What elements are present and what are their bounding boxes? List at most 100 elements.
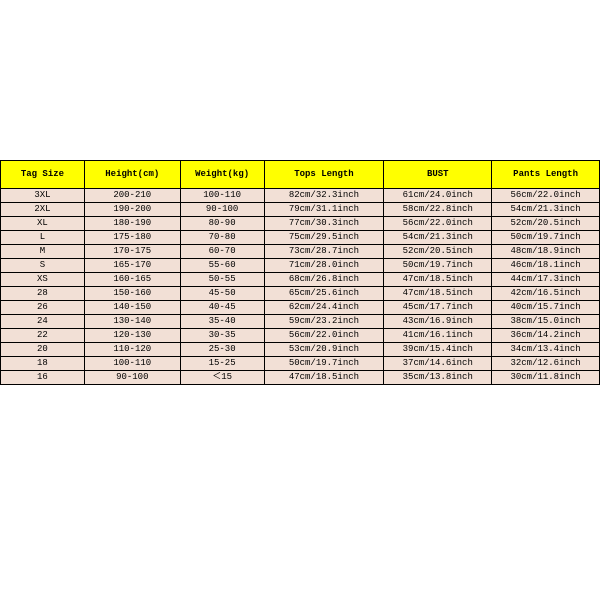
table-cell: 55-60 bbox=[180, 259, 264, 273]
table-cell: 52cm/20.5inch bbox=[384, 245, 492, 259]
table-cell: 20 bbox=[1, 343, 85, 357]
table-cell: 39cm/15.4inch bbox=[384, 343, 492, 357]
table-cell: 24 bbox=[1, 315, 85, 329]
table-cell: 26 bbox=[1, 301, 85, 315]
table-cell: 48cm/18.9inch bbox=[492, 245, 600, 259]
table-cell: 140-150 bbox=[84, 301, 180, 315]
table-cell: 16 bbox=[1, 371, 85, 385]
table-row: XL180-19080-9077cm/30.3inch56cm/22.0inch… bbox=[1, 217, 600, 231]
table-cell: 62cm/24.4inch bbox=[264, 301, 384, 315]
table-cell: 110-120 bbox=[84, 343, 180, 357]
table-cell: 40cm/15.7inch bbox=[492, 301, 600, 315]
table-cell: 36cm/14.2inch bbox=[492, 329, 600, 343]
table-cell: 56cm/22.0inch bbox=[264, 329, 384, 343]
col-header: Pants Length bbox=[492, 161, 600, 189]
table-cell: 180-190 bbox=[84, 217, 180, 231]
table-cell: 58cm/22.8inch bbox=[384, 203, 492, 217]
table-cell: 30-35 bbox=[180, 329, 264, 343]
table-cell: 54cm/21.3inch bbox=[492, 203, 600, 217]
table-cell: 70-80 bbox=[180, 231, 264, 245]
col-header: Weight(kg) bbox=[180, 161, 264, 189]
table-cell: 46cm/18.1inch bbox=[492, 259, 600, 273]
table-cell: 130-140 bbox=[84, 315, 180, 329]
table-cell: 35cm/13.8inch bbox=[384, 371, 492, 385]
table-cell: 43cm/16.9inch bbox=[384, 315, 492, 329]
table-cell: 73cm/28.7inch bbox=[264, 245, 384, 259]
table-cell: 90-100 bbox=[84, 371, 180, 385]
table-cell: 54cm/21.3inch bbox=[384, 231, 492, 245]
table-cell: 18 bbox=[1, 357, 85, 371]
table-cell: 160-165 bbox=[84, 273, 180, 287]
table-cell: 150-160 bbox=[84, 287, 180, 301]
table-cell: 68cm/26.8inch bbox=[264, 273, 384, 287]
table-cell: 61cm/24.0inch bbox=[384, 189, 492, 203]
table-cell: 120-130 bbox=[84, 329, 180, 343]
table-cell: 50cm/19.7inch bbox=[264, 357, 384, 371]
table-cell: 50cm/19.7inch bbox=[384, 259, 492, 273]
table-cell: 82cm/32.3inch bbox=[264, 189, 384, 203]
table-cell: S bbox=[1, 259, 85, 273]
table-cell: 50cm/19.7inch bbox=[492, 231, 600, 245]
table-cell: 15-25 bbox=[180, 357, 264, 371]
table-cell: 38cm/15.0inch bbox=[492, 315, 600, 329]
table-cell: 71cm/28.0inch bbox=[264, 259, 384, 273]
table-cell: 200-210 bbox=[84, 189, 180, 203]
table-cell: L bbox=[1, 231, 85, 245]
table-row: 26140-15040-4562cm/24.4inch45cm/17.7inch… bbox=[1, 301, 600, 315]
table-cell: 165-170 bbox=[84, 259, 180, 273]
table-row: M170-17560-7073cm/28.7inch52cm/20.5inch4… bbox=[1, 245, 600, 259]
table-cell: 79cm/31.1inch bbox=[264, 203, 384, 217]
table-cell: 41cm/16.1inch bbox=[384, 329, 492, 343]
table-cell: 47cm/18.5inch bbox=[384, 287, 492, 301]
table-cell: 175-180 bbox=[84, 231, 180, 245]
table-cell: 37cm/14.6inch bbox=[384, 357, 492, 371]
table-cell: 25-30 bbox=[180, 343, 264, 357]
table-cell: 100-110 bbox=[84, 357, 180, 371]
table-cell: 30cm/11.8inch bbox=[492, 371, 600, 385]
table-row: XS160-16550-5568cm/26.8inch47cm/18.5inch… bbox=[1, 273, 600, 287]
table-cell: 77cm/30.3inch bbox=[264, 217, 384, 231]
table-cell: 3XL bbox=[1, 189, 85, 203]
table-cell: XL bbox=[1, 217, 85, 231]
table-cell: 50-55 bbox=[180, 273, 264, 287]
table-cell: 80-90 bbox=[180, 217, 264, 231]
table-cell: 59cm/23.2inch bbox=[264, 315, 384, 329]
table-cell: 75cm/29.5inch bbox=[264, 231, 384, 245]
size-chart: Tag SizeHeight(cm)Weight(kg)Tops LengthB… bbox=[0, 160, 600, 385]
table-cell: 47cm/18.5inch bbox=[384, 273, 492, 287]
table-cell: 47cm/18.5inch bbox=[264, 371, 384, 385]
col-header: Height(cm) bbox=[84, 161, 180, 189]
table-cell: 90-100 bbox=[180, 203, 264, 217]
table-cell: 2XL bbox=[1, 203, 85, 217]
table-cell: 170-175 bbox=[84, 245, 180, 259]
col-header: BUST bbox=[384, 161, 492, 189]
table-cell: 44cm/17.3inch bbox=[492, 273, 600, 287]
table-row: 18100-11015-2550cm/19.7inch37cm/14.6inch… bbox=[1, 357, 600, 371]
table-cell: 35-40 bbox=[180, 315, 264, 329]
table-cell: 100-110 bbox=[180, 189, 264, 203]
table-cell: 56cm/22.0inch bbox=[492, 189, 600, 203]
col-header: Tops Length bbox=[264, 161, 384, 189]
table-row: 22120-13030-3556cm/22.0inch41cm/16.1inch… bbox=[1, 329, 600, 343]
table-cell: 190-200 bbox=[84, 203, 180, 217]
col-header: Tag Size bbox=[1, 161, 85, 189]
table-row: 2XL190-20090-10079cm/31.1inch58cm/22.8in… bbox=[1, 203, 600, 217]
header-row: Tag SizeHeight(cm)Weight(kg)Tops LengthB… bbox=[1, 161, 600, 189]
table-cell: 42cm/16.5inch bbox=[492, 287, 600, 301]
table-cell: 56cm/22.0inch bbox=[384, 217, 492, 231]
table-cell: 53cm/20.9inch bbox=[264, 343, 384, 357]
table-row: 1690-100＜1547cm/18.5inch35cm/13.8inch30c… bbox=[1, 371, 600, 385]
table-row: 24130-14035-4059cm/23.2inch43cm/16.9inch… bbox=[1, 315, 600, 329]
table-cell: M bbox=[1, 245, 85, 259]
table-cell: 45cm/17.7inch bbox=[384, 301, 492, 315]
table-cell: 40-45 bbox=[180, 301, 264, 315]
table-cell: XS bbox=[1, 273, 85, 287]
table-cell: 22 bbox=[1, 329, 85, 343]
table-row: 20110-12025-3053cm/20.9inch39cm/15.4inch… bbox=[1, 343, 600, 357]
size-table: Tag SizeHeight(cm)Weight(kg)Tops LengthB… bbox=[0, 160, 600, 385]
table-row: 3XL200-210100-11082cm/32.3inch61cm/24.0i… bbox=[1, 189, 600, 203]
table-cell: 28 bbox=[1, 287, 85, 301]
table-cell: 60-70 bbox=[180, 245, 264, 259]
table-row: 28150-16045-5065cm/25.6inch47cm/18.5inch… bbox=[1, 287, 600, 301]
table-row: L175-18070-8075cm/29.5inch54cm/21.3inch5… bbox=[1, 231, 600, 245]
